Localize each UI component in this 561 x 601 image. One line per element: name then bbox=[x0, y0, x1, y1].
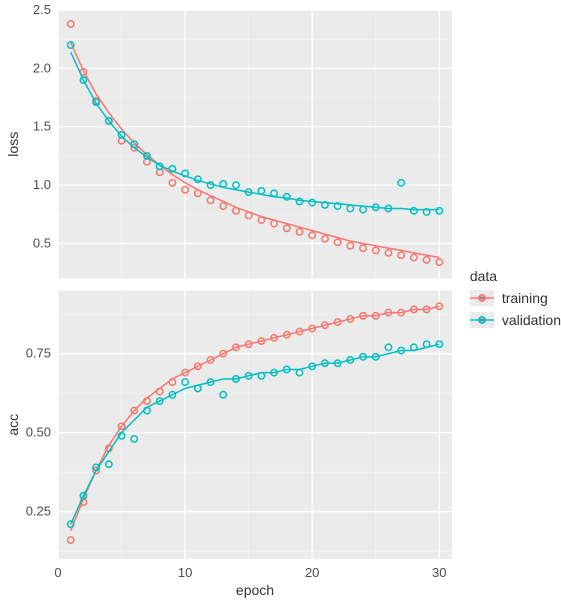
x-axis-label: epoch bbox=[236, 582, 274, 598]
y-axis-label-acc: acc bbox=[5, 414, 21, 436]
figure-container: 0.5 1.0 1.5 2.0 2.5 loss 0.25 0.50 0.75 acc 0 10 20 3… bbox=[0, 0, 561, 601]
x-tick-label: 20 bbox=[305, 565, 319, 580]
legend-swatch-validation bbox=[470, 312, 494, 328]
legend-item-validation: validation bbox=[470, 312, 561, 328]
y-tick-label: 0.50 bbox=[26, 425, 51, 440]
y-tick-label: 0.5 bbox=[33, 235, 51, 250]
legend: data training validation bbox=[470, 268, 561, 334]
x-tick-label: 0 bbox=[54, 565, 61, 580]
legend-label-validation: validation bbox=[502, 312, 561, 328]
y-tick-label: 2.5 bbox=[33, 2, 51, 17]
legend-label-training: training bbox=[502, 290, 548, 306]
x-tick-label: 10 bbox=[178, 565, 192, 580]
y-tick-label: 0.75 bbox=[26, 346, 51, 361]
y-axis-label-loss: loss bbox=[5, 132, 21, 157]
panel-acc bbox=[58, 291, 452, 560]
x-tick-label: 30 bbox=[432, 565, 446, 580]
legend-title: data bbox=[470, 268, 561, 284]
y-tick-label: 1.5 bbox=[33, 119, 51, 134]
y-tick-label: 1.0 bbox=[33, 177, 51, 192]
legend-swatch-training bbox=[470, 290, 494, 306]
chart-svg: 0.5 1.0 1.5 2.0 2.5 loss 0.25 0.50 0.75 acc 0 10 20 3… bbox=[0, 0, 456, 601]
panel-loss bbox=[58, 10, 452, 279]
y-tick-label: 2.0 bbox=[33, 60, 51, 75]
y-tick-label: 0.25 bbox=[26, 504, 51, 519]
legend-item-training: training bbox=[470, 290, 561, 306]
